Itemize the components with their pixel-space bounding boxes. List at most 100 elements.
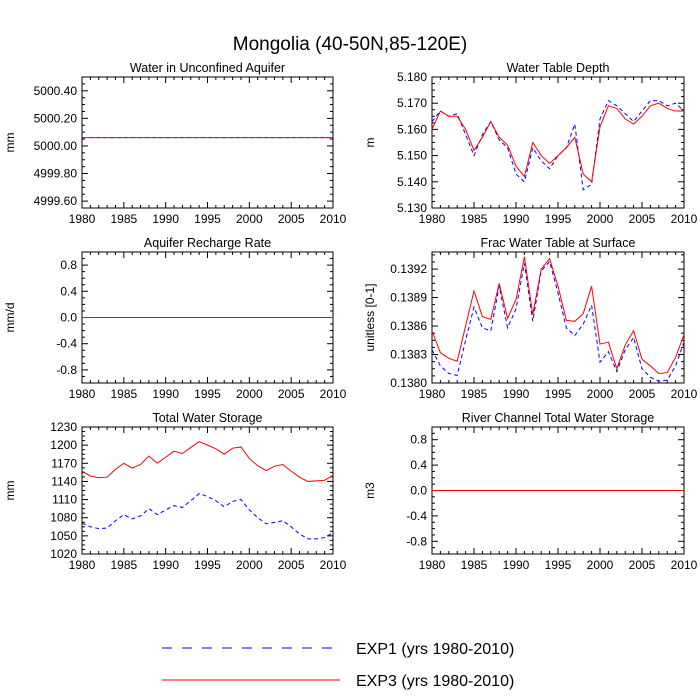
y-tick-label: 0.1380 — [390, 376, 427, 390]
legend: EXP1 (yrs 1980-2010) EXP3 (yrs 1980-2010… — [162, 641, 514, 690]
x-tick-label: 1990 — [152, 387, 179, 401]
legend-label-exp1: EXP1 (yrs 1980-2010) — [356, 641, 514, 658]
chart-panel-1: Water in Unconfined Aquifer 1980 1985 1990 1… — [3, 61, 347, 226]
x-tick-label: 1990 — [152, 212, 179, 226]
x-tick-label: 2010 — [671, 558, 698, 572]
x-tick-label: 1995 — [194, 558, 221, 572]
x-tick-label: 2000 — [236, 212, 263, 226]
figure-title: Mongolia (40-50N,85-120E) — [233, 34, 467, 55]
y-tick-label: 1050 — [50, 529, 77, 543]
x-tick-label: 1990 — [152, 558, 179, 572]
x-tick-label: 2010 — [320, 558, 347, 572]
x-tick-label: 1985 — [461, 387, 488, 401]
y-tick-label: 5.170 — [397, 96, 427, 110]
y-tick-label: 0.1386 — [390, 319, 427, 333]
y-tick-label: 5.160 — [397, 122, 427, 136]
x-tick-label: 1980 — [69, 558, 96, 572]
chart-panel-2: Water Table Depth 1980 1985 1990 1995 2000 200… — [363, 61, 698, 226]
x-tick-label: 2005 — [629, 558, 656, 572]
x-tick-label: 1985 — [110, 558, 137, 572]
x-tick-label: 2010 — [320, 387, 347, 401]
y-tick-label: -0.8 — [56, 363, 77, 377]
y-tick-label: 0.8 — [410, 433, 427, 447]
y-tick-label: 0.1389 — [390, 291, 427, 305]
x-tick-label: 1985 — [110, 387, 137, 401]
x-tick-label: 2010 — [671, 387, 698, 401]
y-tick-label: 5000.00 — [34, 139, 78, 153]
panel-title: Aquifer Recharge Rate — [144, 236, 271, 250]
series-line-exp3 — [431, 256, 685, 375]
y-tick-label: 1080 — [50, 511, 77, 525]
y-tick-label: 5000.40 — [34, 84, 78, 98]
x-tick-label: 1980 — [419, 558, 446, 572]
x-tick-label: 2010 — [320, 212, 347, 226]
series-line-exp1 — [431, 260, 685, 382]
panel-title: Total Water Storage — [152, 411, 262, 425]
series-line-exp1 — [431, 99, 685, 191]
y-axis-label: m3 — [363, 482, 377, 499]
x-tick-label: 1980 — [69, 212, 96, 226]
chart-panel-5: Total Water Storage 1980 1985 1990 1995 2000 2… — [3, 411, 347, 572]
y-tick-label: 1230 — [50, 420, 77, 434]
y-tick-label: 5.150 — [397, 149, 427, 163]
y-axis-label: mm/d — [3, 303, 17, 333]
y-tick-label: 0.8 — [60, 258, 77, 272]
panel-title: River Channel Total Water Storage — [462, 411, 655, 425]
x-tick-label: 2005 — [629, 212, 656, 226]
x-tick-label: 1985 — [461, 212, 488, 226]
y-tick-label: 5.180 — [397, 70, 427, 84]
chart-panel-4: Frac Water Table at Surface 1980 1985 1990 1… — [363, 236, 698, 401]
y-tick-label: 0.0 — [60, 311, 77, 325]
series-line-exp1 — [81, 492, 334, 540]
y-tick-label: 1200 — [50, 438, 77, 452]
x-tick-label: 2010 — [671, 212, 698, 226]
legend-label-exp3: EXP3 (yrs 1980-2010) — [356, 673, 514, 690]
chart-panel-3: Aquifer Recharge Rate 1980 1985 1990 1995 200… — [3, 236, 347, 401]
y-tick-label: 4999.60 — [34, 194, 78, 208]
y-tick-label: 4999.80 — [34, 167, 78, 181]
x-tick-label: 1990 — [503, 558, 530, 572]
x-tick-label: 2005 — [278, 558, 305, 572]
series-line-exp3 — [81, 440, 334, 482]
y-tick-label: -0.8 — [406, 534, 427, 548]
y-tick-label: 5000.20 — [34, 111, 78, 125]
y-tick-label: 0.4 — [60, 284, 77, 298]
x-tick-label: 2000 — [587, 558, 614, 572]
x-tick-label: 2000 — [587, 212, 614, 226]
x-tick-label: 1985 — [461, 558, 488, 572]
x-tick-label: 1990 — [503, 387, 530, 401]
x-tick-label: 1980 — [69, 387, 96, 401]
y-tick-label: -0.4 — [56, 337, 77, 351]
x-tick-label: 1980 — [419, 387, 446, 401]
x-tick-label: 2000 — [587, 387, 614, 401]
x-tick-label: 1995 — [545, 212, 572, 226]
y-tick-label: 0.0 — [410, 484, 427, 498]
y-axis-label: mm — [3, 481, 17, 501]
y-tick-label: 0.4 — [410, 458, 427, 472]
x-tick-label: 1995 — [545, 387, 572, 401]
x-tick-label: 2005 — [629, 387, 656, 401]
panel-title: Frac Water Table at Surface — [481, 236, 636, 250]
y-tick-label: 5.140 — [397, 175, 427, 189]
y-tick-label: -0.4 — [406, 509, 427, 523]
y-tick-label: 0.1383 — [390, 348, 427, 362]
x-tick-label: 1995 — [545, 558, 572, 572]
y-tick-label: 1020 — [50, 547, 77, 561]
x-tick-label: 1980 — [419, 212, 446, 226]
x-tick-label: 1990 — [503, 212, 530, 226]
y-axis-label: unitless [0-1] — [363, 283, 377, 351]
y-axis-label: mm — [3, 133, 17, 153]
y-axis-label: m — [363, 138, 377, 148]
x-tick-label: 2000 — [236, 558, 263, 572]
chart-panel-6: River Channel Total Water Storage 1980 198… — [363, 411, 698, 572]
y-tick-label: 5.130 — [397, 201, 427, 215]
y-tick-label: 1170 — [51, 456, 77, 470]
y-tick-label: 0.1392 — [390, 262, 427, 276]
x-tick-label: 1995 — [194, 387, 221, 401]
x-tick-label: 1995 — [194, 212, 221, 226]
x-tick-label: 2000 — [236, 387, 263, 401]
x-tick-label: 1985 — [110, 212, 137, 226]
series-line-exp3 — [431, 102, 684, 183]
